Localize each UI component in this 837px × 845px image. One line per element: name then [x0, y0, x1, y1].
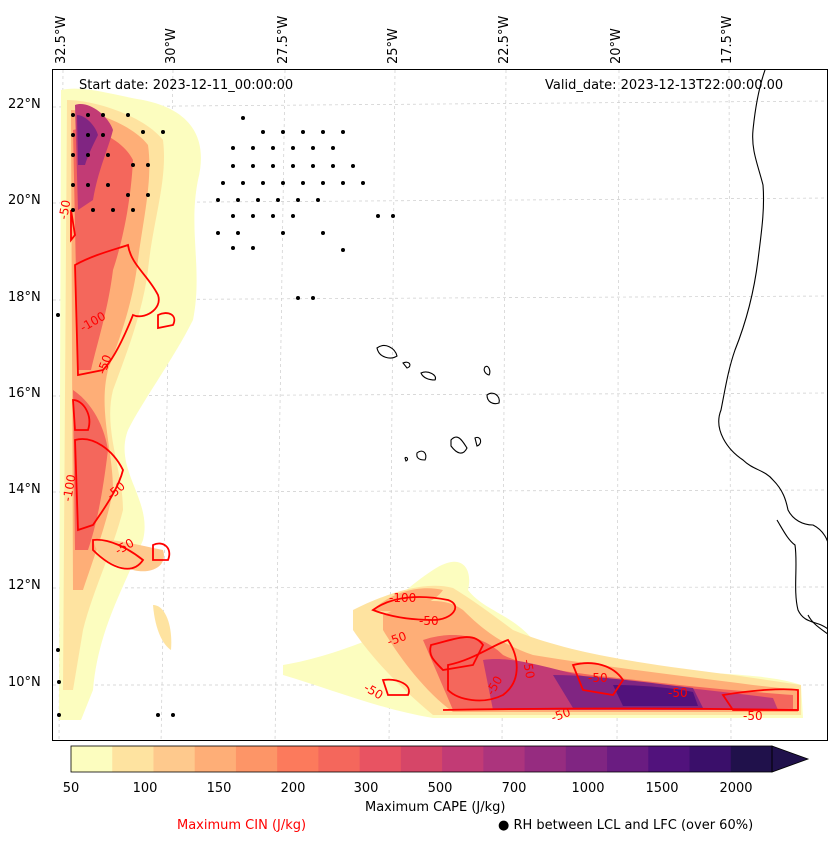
- cin-contours: [70, 209, 799, 711]
- colorbar-swatch: [71, 746, 113, 772]
- lat-label-18n: 18°N: [8, 290, 41, 305]
- contour-label: -50: [385, 629, 408, 649]
- lat-label-16n: 16°N: [8, 386, 41, 401]
- lon-label-17.5w: 17.5°W: [720, 15, 735, 64]
- colorbar-tick-label: 100: [132, 781, 158, 796]
- contour-label: -50: [588, 671, 608, 685]
- map-panel: -50 -100 -50 -100 -50 -50 -100 -50 -50 -…: [52, 69, 828, 741]
- lat-label-14n: 14°N: [8, 482, 41, 497]
- colorbar-swatch: [194, 746, 237, 772]
- colorbar-tick-label: 1000: [571, 781, 605, 796]
- lat-label-10n: 10°N: [8, 675, 41, 690]
- colorbar-tick-label: 150: [206, 781, 232, 796]
- valid-date: Valid_date: 2023-12-13T22:00:00.00: [545, 78, 784, 93]
- colorbar-tick-label: 50: [62, 781, 80, 796]
- colorbar-swatch: [565, 746, 608, 772]
- lon-label-25w: 25°W: [386, 28, 401, 64]
- colorbar-swatch: [400, 746, 443, 772]
- colorbar: [70, 745, 810, 773]
- contour-label: -100: [60, 473, 79, 502]
- colorbar-tick-label: 700: [501, 781, 527, 796]
- colorbar-extend-arrow: [771, 745, 810, 773]
- colorbar-swatch: [730, 746, 773, 772]
- lon-label-22.5w: 22.5°W: [497, 15, 512, 64]
- contour-label: -100: [389, 591, 416, 605]
- lat-label-12n: 12°N: [8, 578, 41, 593]
- contour-label: -50: [520, 658, 537, 680]
- colorbar-tick-label: 200: [280, 781, 306, 796]
- colorbar-swatch: [112, 746, 154, 772]
- colorbar-swatch: [359, 746, 402, 772]
- colorbar-title: Maximum CAPE (J/kg): [365, 800, 506, 815]
- map-canvas: -50 -100 -50 -100 -50 -50 -100 -50 -50 -…: [53, 70, 827, 740]
- cin-legend: Maximum CIN (J/kg): [177, 818, 307, 833]
- cape-field-south: [283, 561, 803, 718]
- lon-label-32.5w: 32.5°W: [54, 15, 69, 64]
- contour-label: -50: [668, 686, 688, 700]
- colorbar-swatch: [483, 746, 526, 772]
- lat-label-20n: 20°N: [8, 193, 41, 208]
- colorbar-swatch: [277, 746, 319, 772]
- rh-stipple: [56, 113, 395, 717]
- cape-field-west: [59, 88, 201, 721]
- rh-legend: ● RH between LCL and LFC (over 60%): [498, 818, 754, 833]
- coastlines: [376, 70, 827, 635]
- colorbar-swatch: [689, 746, 732, 772]
- colorbar-swatch: [153, 746, 196, 772]
- lon-label-27.5w: 27.5°W: [276, 15, 291, 64]
- contour-label: -50: [419, 614, 439, 628]
- colorbar-swatch: [648, 746, 691, 772]
- start-date: Start date: 2023-12-11_00:00:00: [79, 78, 294, 93]
- contour-label: -50: [56, 199, 73, 221]
- contour-label: -50: [743, 709, 763, 723]
- colorbar-swatch: [235, 746, 278, 772]
- colorbar-swatch: [607, 746, 649, 772]
- colorbar-tick-label: 300: [353, 781, 379, 796]
- colorbar-tick-label: 500: [427, 781, 453, 796]
- colorbar-outline: [70, 745, 773, 773]
- colorbar-swatch: [318, 746, 361, 772]
- lat-label-22n: 22°N: [8, 97, 41, 112]
- colorbar-tick-label: 1500: [645, 781, 679, 796]
- contour-label: -50: [95, 353, 115, 376]
- colorbar-swatch: [442, 746, 484, 772]
- lon-label-30w: 30°W: [164, 28, 179, 64]
- lon-label-20w: 20°W: [609, 28, 624, 64]
- colorbar-tick-label: 2000: [719, 781, 753, 796]
- colorbar-swatch: [524, 746, 567, 772]
- contour-label: -50: [549, 705, 572, 725]
